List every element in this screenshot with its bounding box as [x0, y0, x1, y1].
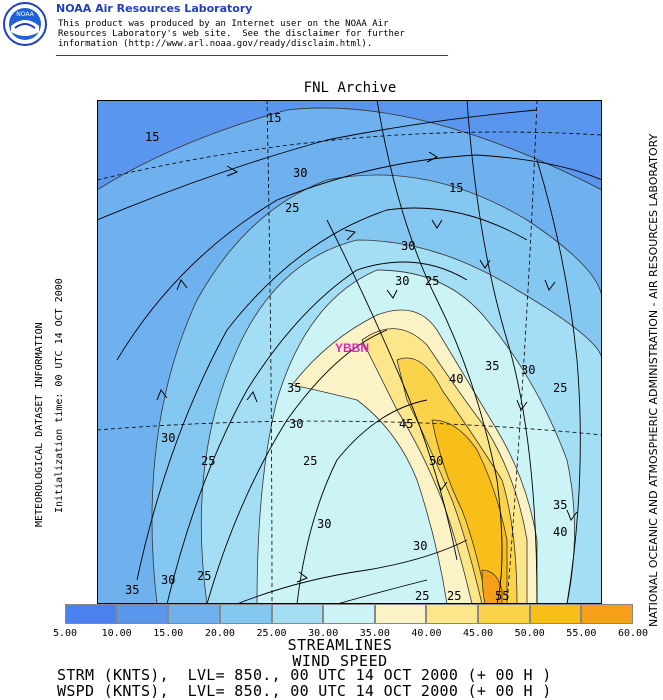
map-title: FNL Archive: [303, 80, 397, 96]
disclaimer-line-2: Resources Laboratory's web site. See the…: [58, 29, 405, 39]
logo-text: NOAA: [16, 11, 34, 18]
legend-swatch: [65, 604, 117, 624]
contour-label: 25: [447, 589, 461, 603]
contour-label: 15: [449, 181, 463, 195]
legend-swatch: [168, 604, 220, 624]
wind-speed-label: WIND SPEED: [292, 652, 388, 670]
legend-swatch: [581, 604, 634, 624]
header-divider: [56, 55, 448, 56]
latlon-grid: [97, 100, 602, 604]
disclaimer-line-1: This product was produced by an Internet…: [58, 19, 389, 29]
contour-label: 30: [413, 539, 427, 553]
wspd-info: WSPD (KNTS), LVL= 850., 00 UTC 14 OCT 20…: [57, 682, 552, 700]
strm-info: STRM (KNTS), LVL= 850., 00 UTC 14 OCT 20…: [57, 666, 552, 684]
legend-swatch: [323, 604, 375, 624]
contour-label: 35: [287, 381, 301, 395]
legend-swatch: [478, 604, 530, 624]
contour-label: 25: [201, 454, 215, 468]
contour-label: 30: [521, 363, 535, 377]
legend-tick-label: 60.00: [617, 628, 649, 639]
init-time-label: Initialization time: 00 UTC 14 OCT 2000: [54, 278, 65, 513]
legend-tick-label: 45.00: [463, 628, 494, 639]
contour-label: 30: [395, 274, 409, 288]
contour-label: 30: [317, 517, 331, 531]
streamline-arrows: [156, 151, 578, 583]
band-55-60: [481, 569, 503, 604]
contour-label: 40: [449, 372, 463, 386]
map-frame: [97, 100, 602, 604]
legend-tick-label: 20.00: [204, 628, 235, 639]
wind-speed-map: 15 15 30 25 15 30 30 25 35 30 40 25 35 3…: [97, 100, 602, 604]
legend-tick-label: 5.00: [52, 628, 78, 639]
legend-tick-label: 25.00: [256, 628, 287, 639]
contour-labels: 15 15 30 25 15 30 30 25 35 30 40 25 35 3…: [125, 111, 567, 603]
dataset-info-label: METEOROLOGICAL DATASET INFORMATION: [34, 322, 45, 527]
contour-label: 15: [145, 130, 159, 144]
legend-tick-label: 50.00: [514, 628, 545, 639]
contour-label: 35: [125, 583, 139, 597]
header-title: NOAA Air Resources Laboratory: [56, 2, 253, 15]
contour-label: 30: [289, 417, 303, 431]
noaa-logo-icon: NOAA: [3, 2, 47, 46]
disclaimer-line-3: information (http://www.arl.noaa.gov/rea…: [58, 39, 373, 49]
contour-label: 40: [553, 525, 567, 539]
noaa-logo: NOAA: [3, 2, 47, 50]
legend-swatch: [529, 604, 582, 624]
contour-label: 25: [553, 381, 567, 395]
contour-label: 45: [399, 417, 413, 431]
legend-tick-label: 15.00: [153, 628, 184, 639]
streamlines-label: STREAMLINES: [287, 636, 393, 654]
legend-tick-label: 40.00: [411, 628, 442, 639]
legend-tick-label: 10.00: [101, 628, 132, 639]
contour-label: 30: [161, 431, 175, 445]
legend-swatch: [426, 604, 479, 624]
contour-label: 30: [401, 239, 415, 253]
contour-label: 25: [415, 589, 429, 603]
contour-label: 35: [485, 359, 499, 373]
contour-label: 15: [267, 111, 281, 125]
legend-tick-label: 55.00: [566, 628, 597, 639]
streamlines: [97, 100, 602, 604]
contour-label: 25: [303, 454, 317, 468]
contour-label: 30: [161, 573, 175, 587]
contour-label: 25: [285, 201, 299, 215]
band-50-55: [431, 419, 508, 604]
legend-swatch: [271, 604, 324, 624]
contour-label: 30: [293, 166, 307, 180]
legend-tick-label: 35.00: [359, 628, 390, 639]
legend-swatch: [219, 604, 272, 624]
legend-swatch: [374, 604, 427, 624]
contour-label: 50: [429, 454, 443, 468]
contour-label: 25: [425, 274, 439, 288]
wind-speed-legend: [65, 604, 634, 624]
legend-tick-label: 30.00: [308, 628, 339, 639]
agency-vertical-label: NATIONAL OCEANIC AND ATMOSPHERIC ADMINIS…: [647, 133, 660, 627]
contour-label: 25: [197, 569, 211, 583]
station-label: YBBN: [335, 341, 369, 355]
contour-label: 35: [553, 498, 567, 512]
contour-label: 55: [495, 589, 509, 603]
legend-swatch: [116, 604, 169, 624]
